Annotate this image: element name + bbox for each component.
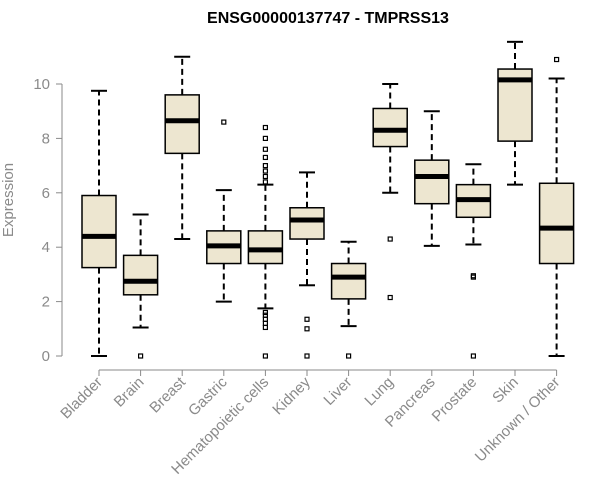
outlier-point	[262, 154, 268, 161]
iqr-box	[330, 262, 367, 300]
box-breast	[164, 55, 200, 241]
y-tick-label: 0	[42, 348, 50, 365]
outlier-point	[262, 124, 268, 131]
box-unknown-other	[538, 56, 575, 357]
y-tick-label: 2	[42, 294, 50, 311]
x-tick-label: Brain	[111, 374, 148, 411]
y-tick-label: 4	[42, 239, 50, 256]
y-axis-label: Expression	[0, 163, 17, 237]
outlier-point	[262, 179, 268, 185]
box-prostate	[455, 163, 492, 359]
box-pancreas	[414, 110, 450, 247]
box-hematopoietic-cells	[247, 124, 284, 359]
outlier-point	[553, 56, 560, 63]
iqr-box	[164, 94, 200, 155]
outlier-point	[138, 353, 144, 359]
iqr-box	[289, 207, 325, 240]
outlier-point	[470, 273, 476, 279]
outlier-point	[262, 316, 268, 322]
outlier-point	[262, 135, 268, 141]
x-tick-label: Prostate	[429, 374, 481, 426]
box-bladder	[81, 89, 117, 357]
iqr-box	[81, 194, 117, 269]
box-skin	[497, 40, 533, 186]
y-tick-label: 8	[42, 130, 50, 147]
outlier-point	[470, 274, 476, 280]
outlier-point	[387, 236, 393, 242]
outlier-point	[304, 353, 310, 359]
outlier-point	[262, 309, 268, 316]
outlier-point	[262, 353, 268, 359]
y-axis: 0 2 4 6 8 10	[33, 76, 63, 365]
outlier-point	[262, 320, 268, 326]
outlier-point	[262, 146, 268, 152]
iqr-box	[247, 230, 284, 265]
outlier-point	[221, 119, 227, 125]
iqr-box	[538, 182, 575, 265]
outlier-point	[262, 163, 268, 169]
y-tick-label: 6	[42, 185, 50, 202]
x-tick-label: Skin	[489, 374, 522, 407]
box-lung	[372, 83, 408, 301]
x-tick-label: Lung	[361, 374, 397, 410]
iqr-box	[372, 107, 408, 148]
outlier-point	[304, 316, 310, 322]
box-gastric	[206, 119, 242, 303]
iqr-box	[414, 159, 450, 205]
iqr-box	[122, 254, 159, 296]
outlier-point	[387, 294, 393, 301]
outlier-point	[262, 168, 268, 174]
x-tick-label: Bladder	[57, 374, 106, 423]
outlier-point	[262, 324, 268, 331]
x-tick-label: Breast	[146, 373, 189, 416]
outlier-point	[346, 353, 352, 359]
box-liver	[330, 240, 367, 359]
outlier-point	[470, 353, 476, 359]
y-tick-label: 10	[33, 76, 50, 93]
box-brain	[122, 213, 159, 359]
x-tick-label: Liver	[320, 374, 355, 409]
box-kidney	[289, 171, 325, 359]
outlier-point	[262, 312, 268, 318]
x-tick-label: Kidney	[269, 373, 314, 418]
outlier-point	[262, 173, 268, 180]
chart-title: ENSG00000137747 - TMPRSS13	[207, 10, 449, 27]
outlier-point	[304, 326, 310, 332]
boxes-group	[81, 40, 575, 359]
